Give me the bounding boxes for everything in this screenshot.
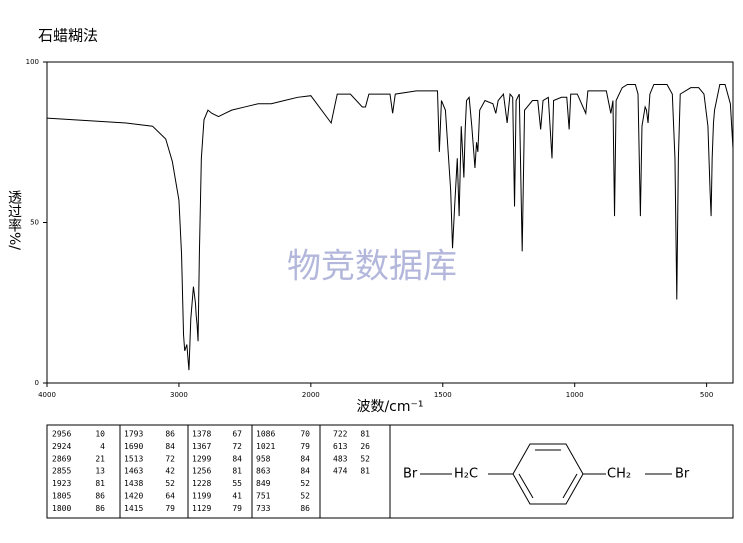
peak-wavenumber: 1463 [124,467,143,476]
structure-group: CH₂ [607,467,631,482]
peak-intensity: 42 [165,467,175,476]
peak-wavenumber: 1367 [192,442,211,451]
peak-intensity: 86 [95,492,105,501]
peak-wavenumber: 1299 [192,454,211,463]
peak-wavenumber: 1228 [192,479,211,488]
watermark: 物竞数据库 [287,247,457,287]
peak-intensity: 10 [95,430,105,439]
peak-wavenumber: 1800 [52,504,71,513]
y-tick-label: 50 [30,219,39,227]
peak-intensity: 72 [232,442,242,451]
structure-atom: Br [675,467,690,482]
peak-intensity: 52 [300,479,310,488]
structure-bonds [420,443,672,505]
peak-wavenumber: 1129 [192,504,211,513]
peak-wavenumber: 1415 [124,504,143,513]
peak-intensity: 79 [300,442,310,451]
peak-wavenumber: 733 [256,504,271,513]
peak-wavenumber: 1438 [124,479,143,488]
peak-intensity: 4 [100,442,105,451]
peak-wavenumber: 722 [333,430,348,439]
peak-wavenumber: 2956 [52,430,71,439]
peak-intensity: 26 [360,442,370,451]
x-tick-label: 1500 [434,391,452,399]
peak-intensity: 81 [232,467,242,476]
peak-wavenumber: 2869 [52,454,71,463]
peak-intensity: 64 [165,492,175,501]
peak-intensity: 86 [95,504,105,513]
peak-wavenumber: 1021 [256,442,275,451]
peak-intensity: 52 [360,454,370,463]
chart-title: 石蜡糊法 [38,27,98,45]
peak-wavenumber: 1378 [192,430,211,439]
peak-intensity: 21 [95,454,105,463]
peak-intensity: 84 [165,442,175,451]
structure-atom: Br [403,467,418,482]
y-tick-label: 100 [26,58,39,66]
peak-wavenumber: 849 [256,479,271,488]
peak-intensity: 84 [300,454,310,463]
x-tick-label: 2000 [302,391,320,399]
peak-wavenumber: 1793 [124,430,143,439]
peak-intensity: 84 [232,454,242,463]
peak-wavenumber: 2855 [52,467,71,476]
peak-wavenumber: 1513 [124,454,143,463]
peak-wavenumber: 613 [333,442,348,451]
peak-wavenumber: 2924 [52,442,71,451]
y-tick-label: 0 [35,379,39,387]
peak-intensity: 84 [300,467,310,476]
peak-intensity: 67 [232,430,242,439]
peak-intensity: 79 [232,504,242,513]
peak-intensity: 81 [95,479,105,488]
peak-intensity: 70 [300,430,310,439]
peak-intensity: 79 [165,504,175,513]
peak-intensity: 13 [95,467,105,476]
x-tick-label: 3000 [170,391,188,399]
peak-wavenumber: 1690 [124,442,143,451]
peak-wavenumber: 483 [333,454,348,463]
peak-wavenumber: 1923 [52,479,71,488]
peak-wavenumber: 958 [256,454,271,463]
peak-intensity: 52 [165,479,175,488]
peak-intensity: 86 [300,504,310,513]
peak-wavenumber: 474 [333,467,348,476]
peak-intensity: 81 [360,430,370,439]
x-tick-label: 500 [700,391,713,399]
peak-intensity: 86 [165,430,175,439]
peak-intensity: 52 [300,492,310,501]
table-dividers [119,425,391,518]
x-tick-label: 4000 [38,391,56,399]
structure-group: H₂C [454,467,478,482]
peak-wavenumber: 1199 [192,492,211,501]
peak-wavenumber: 1086 [256,430,275,439]
peak-intensity: 72 [165,454,175,463]
peak-intensity: 41 [232,492,242,501]
plot-frame [46,61,734,384]
peak-wavenumber: 1420 [124,492,143,501]
peak-wavenumber: 1256 [192,467,211,476]
y-axis-label: 透过率%/ [6,190,22,250]
x-axis-label: 波数/cm⁻¹ [356,399,423,415]
peak-wavenumber: 863 [256,467,271,476]
peak-wavenumber: 751 [256,492,271,501]
spectrum-line [46,83,734,371]
peak-intensity: 81 [360,467,370,476]
peak-intensity: 55 [232,479,242,488]
peak-wavenumber: 1805 [52,492,71,501]
x-tick-label: 1000 [566,391,584,399]
